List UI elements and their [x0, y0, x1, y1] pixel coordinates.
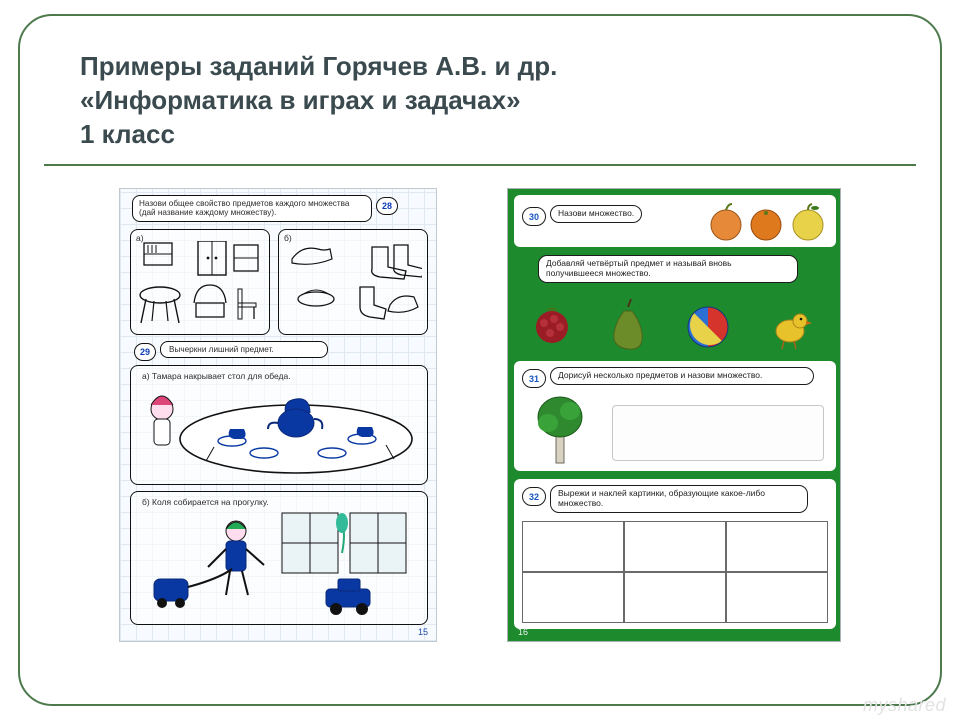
- task29-label-a: а) Тамара накрывает стол для обеда.: [142, 371, 291, 381]
- task32-text: Вырежи и наклей картинки, образующие как…: [558, 488, 765, 508]
- task30b-text: Добавляй четвёртый предмет и называй вно…: [546, 258, 732, 278]
- task29-banner: Вычеркни лишний предмет.: [160, 341, 328, 358]
- task29-text: Вычеркни лишний предмет.: [169, 345, 274, 354]
- task32-badge: 32: [522, 487, 546, 506]
- fruit-row: [708, 201, 830, 245]
- task30-badge: 30: [522, 207, 546, 226]
- watermark: myshared: [863, 695, 946, 716]
- title-line-2: «Информатика в играх и задачах»: [80, 85, 521, 115]
- task30b-banner: Добавляй четвёртый предмет и называй вно…: [538, 255, 798, 283]
- task31-text: Дорисуй несколько предметов и назови мно…: [558, 370, 762, 380]
- task29-label-b: б) Коля собирается на прогулку.: [142, 497, 269, 507]
- furniture-icons-a: [138, 241, 264, 331]
- task31-banner: Дорисуй несколько предметов и назови мно…: [550, 367, 814, 385]
- task28-banner: Назови общее свойство предметов каждого …: [132, 195, 372, 222]
- title-line-3: 1 класс: [80, 119, 175, 149]
- walk-scene: [136, 509, 424, 621]
- tree-icon: [526, 393, 596, 467]
- task28-text: Назови общее свойство предметов каждого …: [139, 199, 349, 217]
- task28-badge: 28: [376, 197, 398, 215]
- task32-grid: [522, 521, 828, 623]
- page-number-left: 15: [418, 627, 428, 637]
- task29-badge: 29: [134, 343, 156, 361]
- task32-banner: Вырежи и наклей картинки, образующие как…: [550, 485, 808, 513]
- workbook-page-left: Назови общее свойство предметов каждого …: [119, 188, 437, 642]
- objects-row: [528, 291, 828, 355]
- task30-banner: Назови множество.: [550, 205, 642, 223]
- title-divider: [44, 164, 916, 166]
- slide-title: Примеры заданий Горячев А.В. и др. «Инфо…: [80, 50, 880, 151]
- content-area: Назови общее свойство предметов каждого …: [0, 188, 960, 668]
- table-scene: [136, 383, 424, 481]
- title-line-1: Примеры заданий Горячев А.В. и др.: [80, 51, 557, 81]
- task30-text: Назови множество.: [558, 208, 634, 218]
- clothing-icons-b: [286, 241, 422, 331]
- task31-badge: 31: [522, 369, 546, 388]
- task31-draw-area: [612, 405, 824, 461]
- page-number-right: 16: [518, 627, 528, 637]
- workbook-page-right: 30 Назови множество. Добавляй четвёртый …: [507, 188, 841, 642]
